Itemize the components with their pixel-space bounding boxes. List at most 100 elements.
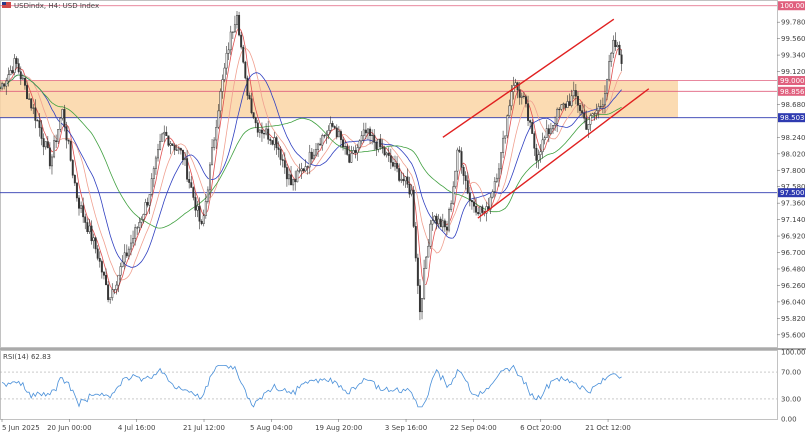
candle-body xyxy=(75,182,78,199)
candle-body xyxy=(111,289,114,298)
candle-body xyxy=(15,58,18,64)
candle-body xyxy=(290,174,293,186)
candle-body xyxy=(96,248,99,259)
price-tick-label: 99.560 xyxy=(781,35,806,43)
candle-body xyxy=(279,149,282,160)
moving-average-line xyxy=(0,74,622,229)
candle-body xyxy=(26,85,29,100)
candle-body xyxy=(475,205,478,213)
candle-body xyxy=(537,154,540,161)
candle-body xyxy=(113,289,116,291)
candle-body xyxy=(121,261,124,267)
candle-body xyxy=(477,212,480,215)
price-channel[interactable] xyxy=(442,18,650,219)
candle-body xyxy=(0,87,1,89)
candle-body xyxy=(560,104,563,110)
candle-body xyxy=(34,107,37,121)
candle-body xyxy=(7,74,10,82)
candle-body xyxy=(159,141,162,150)
level-tag-bg xyxy=(778,76,805,86)
candle-body xyxy=(366,128,369,134)
time-tick-label: 19 Aug 20:00 xyxy=(315,424,362,432)
candle-body xyxy=(589,115,592,125)
moving-average-line xyxy=(0,47,622,281)
channel-line-lower[interactable] xyxy=(477,88,650,219)
candle-body xyxy=(485,206,488,214)
candle-body xyxy=(500,152,502,170)
candle-body xyxy=(493,181,496,192)
moving-average-line xyxy=(0,27,622,293)
candle-body xyxy=(107,284,110,300)
moving-averages xyxy=(0,27,622,293)
candle-body xyxy=(423,268,426,299)
candle-body xyxy=(233,24,236,33)
candle-body xyxy=(38,120,41,128)
candle-body xyxy=(198,205,201,222)
candle-body xyxy=(204,201,207,216)
candle-body xyxy=(396,163,399,169)
candle-body xyxy=(256,122,259,133)
candle-body xyxy=(206,189,209,202)
candle-body xyxy=(454,170,457,188)
channel-line-upper[interactable] xyxy=(442,18,615,138)
candle-body xyxy=(364,129,367,134)
time-tick-label: 5 Aug 04:00 xyxy=(250,424,293,432)
candle-body xyxy=(115,284,118,290)
rsi-tick-label: 70.00 xyxy=(781,369,801,377)
time-tick-label: 6 Oct 20:00 xyxy=(520,424,561,432)
candle-body xyxy=(421,298,423,313)
candle-body xyxy=(614,39,617,48)
candle-body xyxy=(547,128,550,135)
candle-body xyxy=(556,108,559,124)
rsi-plot-frame xyxy=(0,350,778,420)
candle-body xyxy=(263,133,265,135)
candle-body xyxy=(181,149,184,161)
candle-body xyxy=(462,167,465,176)
candle-body xyxy=(504,135,507,139)
rsi-tick-label: 30.00 xyxy=(781,395,801,403)
candle-body xyxy=(211,147,214,166)
candle-body xyxy=(144,202,147,215)
symbol-label: USDindx, H4: USD Index xyxy=(14,2,99,10)
candle-body xyxy=(375,142,378,150)
candle-body xyxy=(105,275,108,285)
candle-body xyxy=(17,63,20,72)
candle-body xyxy=(568,101,571,106)
candle-body xyxy=(410,189,413,195)
level-tag-bg xyxy=(778,188,805,198)
candle-body xyxy=(412,189,415,227)
candle-body xyxy=(576,96,579,106)
candle-body xyxy=(48,147,51,167)
candle-body xyxy=(296,170,299,183)
candle-body xyxy=(69,140,72,161)
candle-body xyxy=(244,61,247,79)
candle-body xyxy=(456,149,459,172)
candle-body xyxy=(192,187,195,198)
candle-body xyxy=(215,126,218,141)
candle-body xyxy=(570,95,573,106)
candle-body xyxy=(71,160,74,176)
candle-body xyxy=(408,184,411,195)
level-tag-bg xyxy=(778,113,805,123)
candle-body xyxy=(250,98,253,113)
candle-body xyxy=(495,177,498,182)
price-tick-label: 98.020 xyxy=(781,150,806,158)
candle-body xyxy=(620,54,623,64)
candle-body xyxy=(618,44,621,56)
candle-body xyxy=(506,115,509,137)
candle-body xyxy=(510,91,513,107)
candle-body xyxy=(323,135,326,137)
candles[interactable] xyxy=(0,11,623,321)
candle-body xyxy=(603,93,606,106)
candle-body xyxy=(202,215,205,224)
flag-icon xyxy=(2,2,11,8)
candle-body xyxy=(117,274,120,286)
candle-body xyxy=(593,113,596,115)
candle-body xyxy=(171,143,174,146)
candle-body xyxy=(441,220,444,228)
price-tick-label: 97.140 xyxy=(781,216,806,224)
candle-body xyxy=(439,218,442,228)
rsi-line xyxy=(1,364,622,408)
candle-body xyxy=(402,178,405,182)
